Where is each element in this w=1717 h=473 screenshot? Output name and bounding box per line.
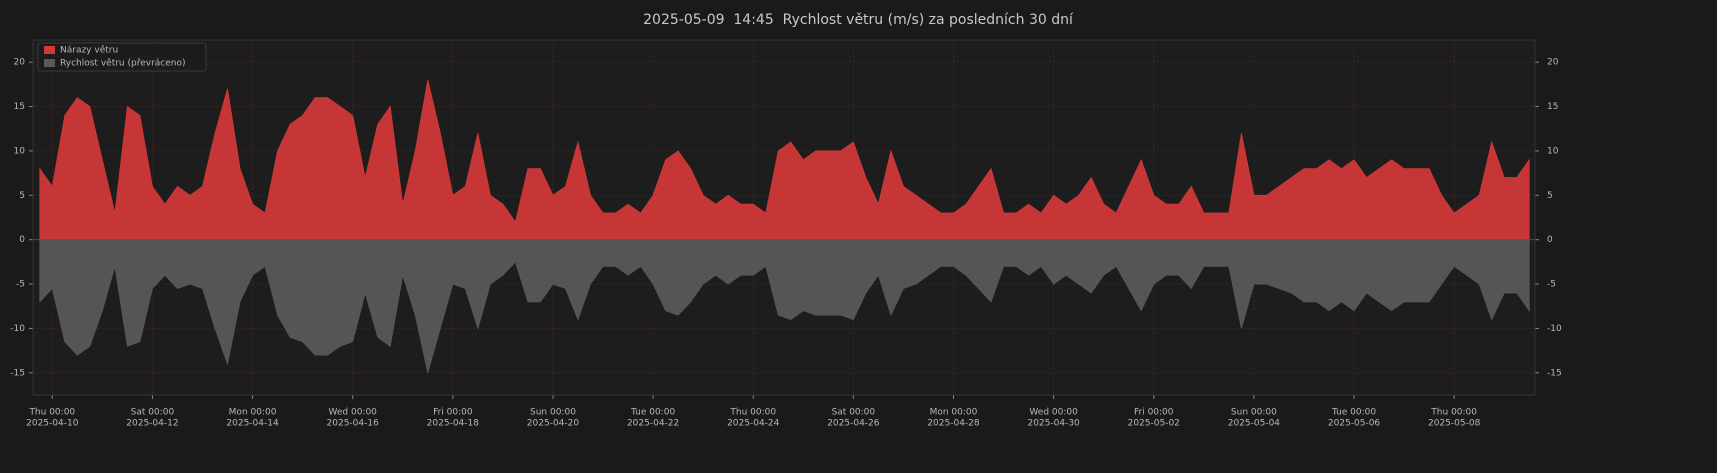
x-tick-label: Sat 00:00 xyxy=(131,408,175,418)
x-tick-label: 2025-04-28 xyxy=(927,419,980,429)
x-tick-label: 2025-04-26 xyxy=(827,419,880,429)
x-tick-label: 2025-04-30 xyxy=(1027,419,1080,429)
y-tick-label-right: -10 xyxy=(1547,324,1562,334)
x-tick-label: Tue 00:00 xyxy=(1331,408,1376,418)
x-tick-label: Thu 00:00 xyxy=(729,408,776,418)
legend: Nárazy větru Rychlost větru (převráceno) xyxy=(37,42,207,72)
y-tick-label: 0 xyxy=(19,235,25,245)
y-tick-label-right: 0 xyxy=(1547,235,1553,245)
x-tick-label: Wed 00:00 xyxy=(328,408,377,418)
x-tick-label: 2025-04-22 xyxy=(627,419,679,429)
x-tick-label: 2025-05-08 xyxy=(1428,419,1481,429)
x-tick-label: Thu 00:00 xyxy=(1430,408,1477,418)
x-tick-label: Fri 00:00 xyxy=(433,408,473,418)
y-tick-label-right: 10 xyxy=(1547,146,1559,156)
chart-title: 2025-05-09 14:45 Rychlost větru (m/s) za… xyxy=(643,12,1074,28)
x-tick-label: 2025-04-16 xyxy=(327,419,380,429)
x-tick-label: Sun 00:00 xyxy=(1231,408,1277,418)
x-tick-label: 2025-04-18 xyxy=(427,419,480,429)
legend-swatch xyxy=(44,46,55,54)
x-tick-label: 2025-04-12 xyxy=(126,419,178,429)
y-tick-label: -15 xyxy=(10,368,25,378)
legend-box xyxy=(37,42,207,72)
plot-frame xyxy=(32,39,1536,396)
x-tick-label: Sat 00:00 xyxy=(832,408,876,418)
x-tick-label: 2025-05-02 xyxy=(1128,419,1180,429)
x-tick-label: Sun 00:00 xyxy=(530,408,576,418)
y-tick-label-right: -5 xyxy=(1547,280,1556,290)
x-tick-label: 2025-04-24 xyxy=(727,419,780,429)
y-tick-label-right: 20 xyxy=(1547,58,1559,68)
legend-label: Rychlost větru (převráceno) xyxy=(60,59,186,69)
x-tick-label: 2025-05-04 xyxy=(1228,419,1281,429)
x-tick-label: 2025-04-10 xyxy=(26,419,79,429)
x-tick-label: 2025-04-20 xyxy=(527,419,580,429)
legend-label: Nárazy větru xyxy=(60,46,118,56)
y-tick-label: 10 xyxy=(14,146,26,156)
x-tick-label: 2025-05-06 xyxy=(1328,419,1381,429)
x-tick-label: Thu 00:00 xyxy=(28,408,75,418)
x-tick-label: Mon 00:00 xyxy=(930,408,978,418)
area xyxy=(39,239,1530,373)
y-tick-label: 5 xyxy=(19,191,25,201)
y-tick-label-right: 5 xyxy=(1547,191,1553,201)
x-tick-label: Tue 00:00 xyxy=(630,408,675,418)
y-tick-label: -5 xyxy=(16,280,25,290)
x-tick-label: Fri 00:00 xyxy=(1134,408,1174,418)
y-tick-label: 15 xyxy=(14,102,25,112)
y-tick-label-right: 15 xyxy=(1547,102,1558,112)
legend-swatch xyxy=(44,59,55,67)
y-tick-label-right: -15 xyxy=(1547,368,1562,378)
area xyxy=(39,79,1530,241)
y-tick-label: -10 xyxy=(10,324,25,334)
x-tick-label: Mon 00:00 xyxy=(229,408,277,418)
x-tick-label: 2025-04-14 xyxy=(226,419,279,429)
y-tick-label: 20 xyxy=(14,58,26,68)
x-tick-label: Wed 00:00 xyxy=(1029,408,1078,418)
